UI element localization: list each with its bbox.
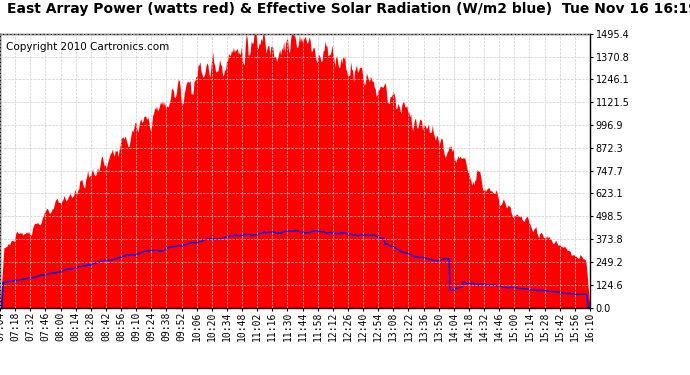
Text: East Array Power (watts red) & Effective Solar Radiation (W/m2 blue)  Tue Nov 16: East Array Power (watts red) & Effective… bbox=[7, 2, 690, 16]
Text: Copyright 2010 Cartronics.com: Copyright 2010 Cartronics.com bbox=[6, 42, 169, 52]
